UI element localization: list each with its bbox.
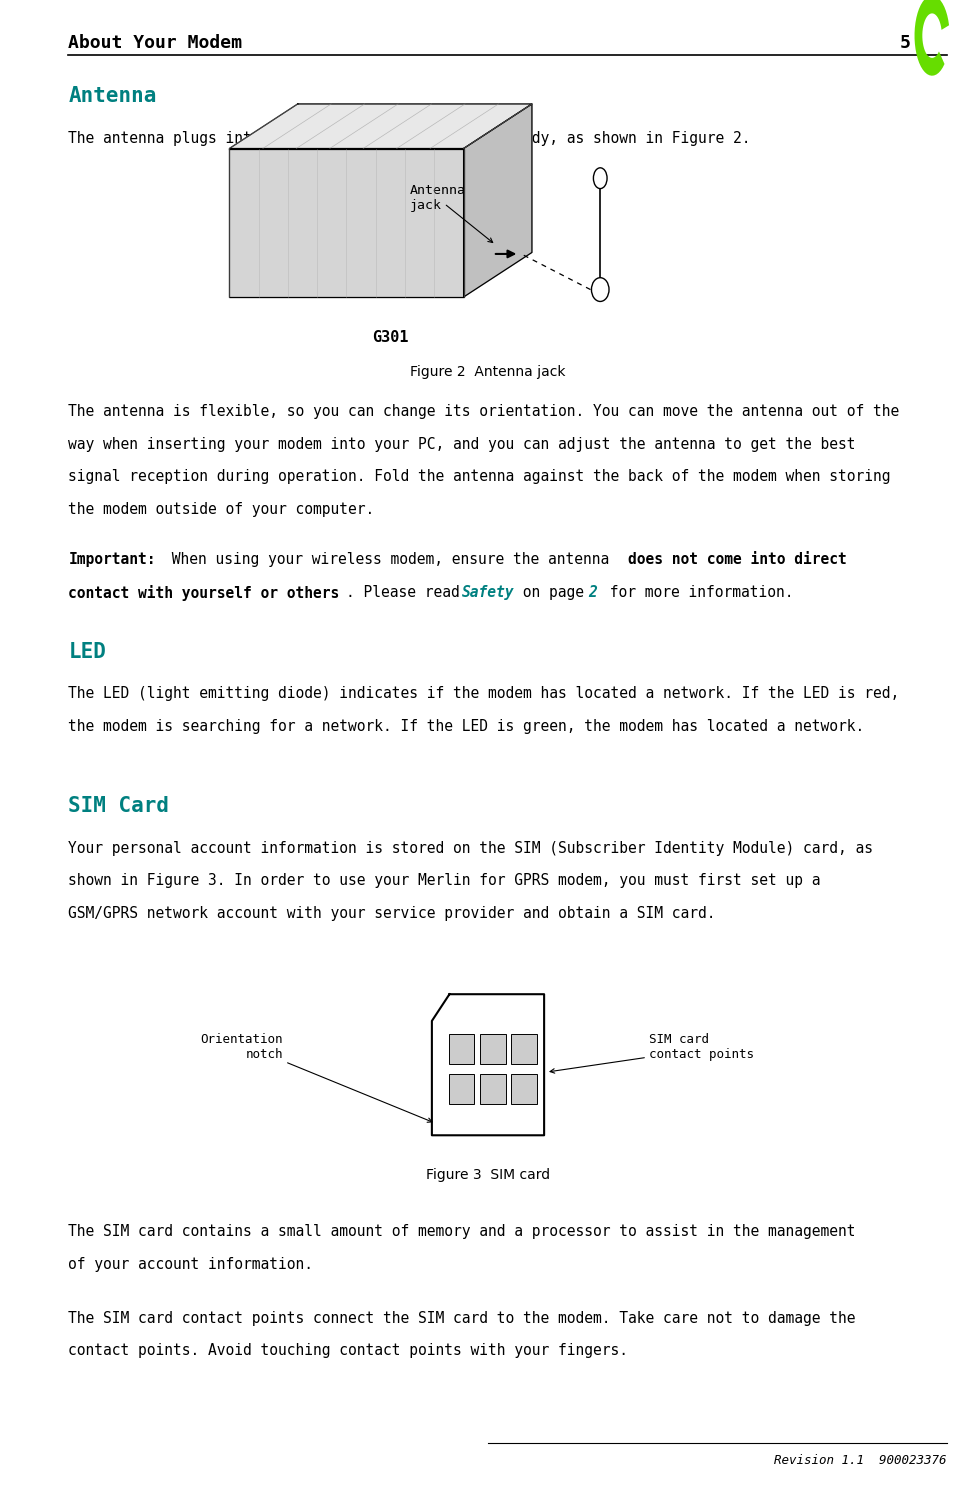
Text: SIM Card: SIM Card (68, 796, 169, 815)
Polygon shape (229, 148, 464, 297)
Text: Your personal account information is stored on the SIM (Subscriber Identity Modu: Your personal account information is sto… (68, 841, 874, 855)
Bar (480, 1034, 506, 1063)
Polygon shape (229, 104, 532, 148)
Text: About Your Modem: About Your Modem (68, 34, 242, 52)
Text: for more information.: for more information. (601, 585, 793, 600)
Polygon shape (915, 0, 949, 76)
Text: The LED (light emitting diode) indicates if the modem has located a network. If : The LED (light emitting diode) indicates… (68, 686, 900, 701)
Text: shown in Figure 3. In order to use your Merlin for GPRS modem, you must first se: shown in Figure 3. In order to use your … (68, 873, 821, 888)
Text: does not come into direct: does not come into direct (628, 552, 846, 567)
Circle shape (593, 168, 607, 189)
Text: SIM card
contact points: SIM card contact points (649, 1034, 754, 1060)
Text: LED: LED (68, 642, 106, 661)
Text: 2: 2 (589, 585, 597, 600)
Text: The antenna plugs into a jack located on the modem body, as shown in Figure 2.: The antenna plugs into a jack located on… (68, 131, 751, 146)
Text: The SIM card contact points connect the SIM card to the modem. Take care not to : The SIM card contact points connect the … (68, 1311, 856, 1326)
Text: GSM/GPRS network account with your service provider and obtain a SIM card.: GSM/GPRS network account with your servi… (68, 906, 715, 921)
Bar (449, 1074, 474, 1103)
Text: Revision 1.1  900023376: Revision 1.1 900023376 (774, 1454, 947, 1467)
Text: contact with yourself or others: contact with yourself or others (68, 585, 340, 601)
Text: contact points. Avoid touching contact points with your fingers.: contact points. Avoid touching contact p… (68, 1342, 629, 1359)
Bar (511, 1034, 537, 1063)
Bar (511, 1074, 537, 1103)
Bar (449, 1034, 474, 1063)
Polygon shape (431, 995, 545, 1135)
Text: 5: 5 (900, 34, 911, 52)
Text: The SIM card contains a small amount of memory and a processor to assist in the : The SIM card contains a small amount of … (68, 1224, 856, 1240)
Text: the modem outside of your computer.: the modem outside of your computer. (68, 502, 375, 517)
Text: Antenna
jack: Antenna jack (410, 184, 466, 212)
Text: of your account information.: of your account information. (68, 1256, 313, 1273)
Text: The antenna is flexible, so you can change its orientation. You can move the ant: The antenna is flexible, so you can chan… (68, 404, 900, 419)
Text: Figure 2  Antenna jack: Figure 2 Antenna jack (410, 365, 566, 379)
Text: on page: on page (514, 585, 593, 600)
Text: Orientation
notch: Orientation notch (200, 1034, 283, 1060)
Polygon shape (464, 104, 532, 297)
Text: When using your wireless modem, ensure the antenna: When using your wireless modem, ensure t… (163, 552, 618, 567)
Text: Safety: Safety (462, 585, 514, 600)
Text: way when inserting your modem into your PC, and you can adjust the antenna to ge: way when inserting your modem into your … (68, 437, 856, 451)
Text: signal reception during operation. Fold the antenna against the back of the mode: signal reception during operation. Fold … (68, 469, 891, 484)
Text: Antenna: Antenna (68, 86, 157, 105)
Text: Figure 3  SIM card: Figure 3 SIM card (426, 1167, 550, 1182)
Text: G301: G301 (372, 330, 409, 345)
Text: . Please read: . Please read (346, 585, 469, 600)
Text: the modem is searching for a network. If the LED is green, the modem has located: the modem is searching for a network. If… (68, 719, 865, 734)
Bar (480, 1074, 506, 1103)
Text: Important:: Important: (68, 552, 156, 567)
Ellipse shape (591, 278, 609, 301)
